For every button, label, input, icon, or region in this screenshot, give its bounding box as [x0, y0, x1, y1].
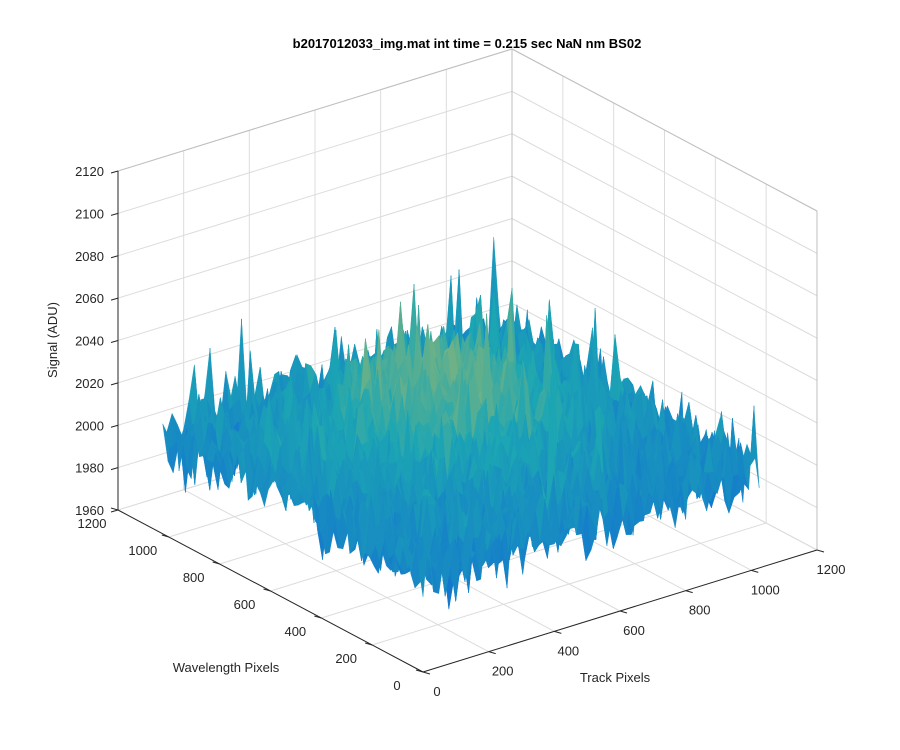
y-tick-mark	[415, 669, 424, 673]
z-axis-ticks: 1960 1980 2000 2020 2040 2060 2080 2100 2120	[75, 164, 119, 518]
z-tick-mark	[110, 340, 119, 343]
y-tick-mark	[212, 561, 220, 565]
z-tick-label: 1960	[75, 503, 104, 518]
x-tick-label: 1000	[751, 582, 780, 597]
y-tick-mark	[161, 534, 169, 538]
x-tick-label: 600	[623, 623, 645, 638]
z-tick-mark	[110, 170, 119, 174]
side-grid-z	[511, 90, 818, 254]
side-grid-z	[511, 218, 818, 381]
y-tick-mark	[263, 588, 271, 592]
side-grid-z	[511, 175, 818, 339]
floor-grid-y	[321, 495, 716, 619]
z-axis-label: Signal (ADU)	[45, 302, 60, 378]
y-tick-label: 200	[335, 651, 357, 666]
side-grid-z	[511, 302, 818, 466]
z-tick-label: 2040	[75, 334, 104, 349]
chart-title: b2017012033_img.mat int time = 0.215 sec…	[293, 36, 642, 51]
x-tick-mark	[422, 671, 431, 675]
side-grid-z	[511, 260, 818, 424]
z-tick-mark	[110, 212, 119, 216]
z-tick-label: 2020	[75, 376, 104, 391]
x-axis-label: Track Pixels	[580, 670, 651, 685]
back-grid-z	[117, 90, 513, 214]
z-tick-label: 2120	[75, 164, 104, 179]
x-tick-label: 1200	[817, 562, 846, 577]
back-grid-z	[117, 260, 513, 384]
z-tick-mark	[110, 382, 119, 386]
z-tick-mark	[110, 424, 119, 428]
z-tick-label: 2100	[75, 206, 104, 221]
z-tick-mark	[110, 467, 119, 471]
y-axis-ticks: 0 200 400 600 800 1000 1200	[78, 507, 424, 693]
z-tick-mark	[110, 509, 119, 513]
x-tick-mark	[816, 549, 825, 553]
y-tick-label: 1000	[128, 543, 157, 558]
z-tick-label: 2060	[75, 291, 104, 306]
back-grid-z	[117, 133, 513, 257]
x-tick-mark	[488, 651, 496, 655]
back-grid-z	[117, 218, 513, 341]
y-tick-label: 400	[284, 624, 306, 639]
box-edge	[117, 48, 513, 172]
y-tick-label: 800	[183, 570, 205, 585]
x-tick-mark	[554, 630, 562, 634]
x-tick-mark	[751, 569, 759, 573]
y-axis-label: Wavelength Pixels	[173, 660, 280, 675]
y-tick-mark	[110, 507, 119, 511]
z-tick-mark	[110, 297, 119, 301]
y-tick-label: 600	[234, 597, 256, 612]
side-grid-z	[511, 133, 818, 297]
surface	[162, 237, 760, 610]
x-tick-label: 200	[492, 664, 514, 679]
x-axis-ticks: 0 200 400 600 800 1000 1200	[422, 549, 846, 699]
surface-patch	[418, 537, 429, 597]
x-tick-label: 400	[557, 643, 579, 658]
y-tick-label: 0	[393, 678, 400, 693]
y-tick-mark	[365, 642, 373, 646]
x-tick-label: 800	[689, 603, 711, 618]
x-tick-label: 0	[433, 684, 440, 699]
back-grid-z	[117, 302, 513, 426]
z-tick-label: 1980	[75, 461, 104, 476]
z-tick-mark	[110, 255, 119, 259]
back-grid-z	[117, 175, 513, 299]
z-tick-label: 2080	[75, 249, 104, 264]
y-tick-mark	[314, 615, 322, 619]
y-tick-label: 1200	[78, 516, 107, 531]
x-tick-mark	[619, 610, 628, 614]
x-tick-mark	[685, 590, 693, 594]
box-edge	[511, 48, 818, 212]
z-tick-label: 2000	[75, 418, 104, 433]
floor-grid-y	[372, 522, 767, 646]
